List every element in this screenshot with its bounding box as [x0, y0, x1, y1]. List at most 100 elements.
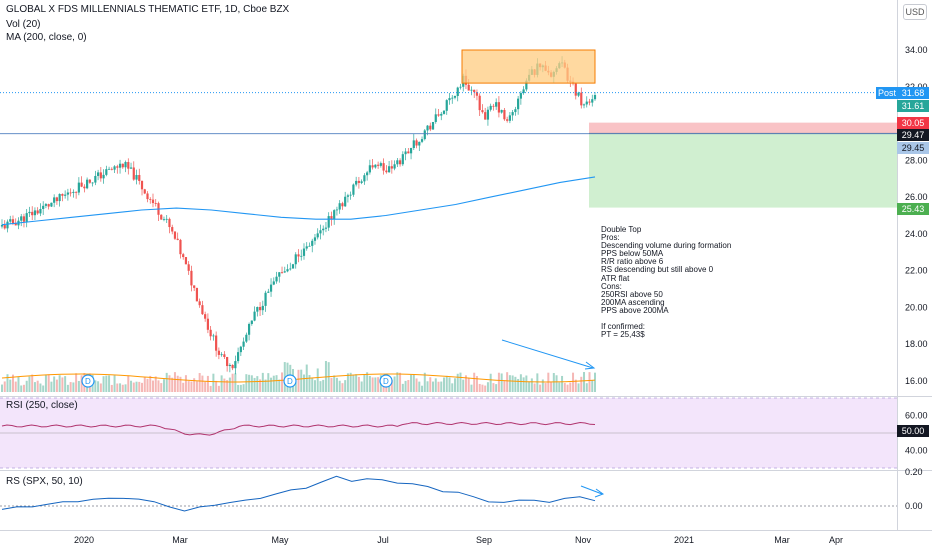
candle-body — [506, 119, 509, 121]
candle-body — [393, 164, 396, 169]
volume-bar — [231, 373, 234, 392]
candle-body — [445, 100, 448, 111]
candle-body — [86, 179, 89, 189]
volume-bar — [470, 384, 473, 392]
volume-bar — [162, 379, 165, 392]
double-top-zone — [461, 49, 596, 84]
volume-bar — [437, 381, 440, 392]
candle-body — [409, 148, 413, 154]
volume-bar — [116, 383, 119, 392]
volume-bar — [432, 381, 435, 392]
price-tick-label: 22.00 — [905, 266, 928, 276]
volume-bar — [242, 384, 245, 392]
candle-body — [283, 271, 286, 273]
volume-bar — [168, 375, 171, 392]
volume-bar — [237, 384, 240, 392]
rsi-panel: 40.00 50.00 60.00 — [0, 397, 928, 469]
candle-body — [429, 125, 432, 130]
volume-bar — [176, 375, 179, 392]
candle-body — [127, 162, 130, 169]
volume-bar — [130, 380, 133, 392]
volume-bar — [217, 385, 220, 392]
volume-bar — [462, 379, 465, 392]
volume-bar — [401, 383, 404, 392]
dividend-marker-label: D — [85, 377, 91, 386]
candle-body — [574, 83, 577, 96]
volume-bar — [475, 376, 478, 392]
candle-body — [346, 195, 350, 197]
candle-body — [497, 102, 501, 113]
post-market-label: Post — [876, 87, 898, 99]
volume-bar — [121, 384, 124, 392]
candle-body — [31, 211, 34, 216]
time-tick-label: Apr — [829, 535, 843, 545]
volume-bar — [503, 380, 506, 392]
target-price-tag: 25.43 — [897, 203, 929, 215]
candle-body — [448, 98, 451, 101]
candle-body — [187, 264, 190, 271]
candle-body — [442, 110, 446, 114]
volume-bar — [278, 379, 281, 392]
volume-bar — [173, 372, 176, 392]
candle-body — [160, 214, 163, 220]
candle-body — [258, 307, 262, 311]
candle-body — [387, 166, 391, 173]
candle-body — [88, 179, 91, 183]
candle-body — [311, 240, 314, 246]
volume-bar — [366, 372, 369, 392]
candle-body — [204, 314, 207, 319]
volume-bar — [253, 377, 256, 392]
candle-body — [132, 167, 135, 180]
volume-bar — [206, 375, 209, 392]
volume-bar — [368, 375, 371, 392]
candle-body — [215, 335, 218, 351]
candle-body — [239, 346, 242, 353]
volume-bar — [264, 379, 267, 392]
candle-body — [357, 180, 360, 183]
volume-bar — [25, 380, 28, 392]
candle-body — [316, 233, 319, 238]
time-axis: 2020 Mar May Jul Sep Nov 2021 Mar Apr — [74, 535, 843, 545]
volume-bar — [536, 373, 539, 392]
candle-body — [322, 228, 325, 231]
volume-bar — [14, 381, 17, 392]
volume-bar — [539, 384, 542, 392]
volume-bar — [453, 378, 456, 392]
volume-bar — [333, 375, 336, 392]
candle-body — [508, 115, 511, 121]
currency-button[interactable]: USD — [903, 4, 927, 20]
candle-body — [398, 160, 402, 165]
volume-indicator-label: Vol (20) — [6, 19, 41, 30]
candle-body — [275, 276, 278, 282]
volume-bar — [198, 373, 201, 392]
candle-body — [517, 98, 520, 110]
candle-body — [289, 268, 292, 270]
volume-bar — [212, 373, 215, 392]
candle-body — [382, 163, 385, 171]
candle-body — [44, 204, 48, 206]
volume-bar — [456, 373, 459, 392]
candle-body — [308, 245, 311, 247]
volume-bar — [404, 380, 407, 392]
candle-body — [135, 175, 138, 180]
candle-body — [154, 203, 157, 204]
candle-body — [250, 320, 253, 324]
volume-bar — [33, 382, 36, 392]
candle-body — [237, 352, 240, 362]
volume-bar — [39, 383, 42, 392]
candle-body — [377, 164, 380, 166]
volume-bar — [17, 376, 20, 392]
volume-bar — [440, 381, 443, 392]
volume-bar — [393, 376, 396, 392]
volume-bar — [349, 372, 352, 392]
volume-bar — [94, 380, 97, 392]
candle-body — [69, 192, 72, 194]
rs-tick-label: 0.00 — [905, 501, 923, 511]
candle-body — [33, 210, 37, 216]
volume-bar — [552, 373, 555, 392]
candle-body — [522, 89, 525, 94]
candle-body — [165, 218, 168, 220]
volume-bar — [319, 381, 322, 392]
rs-tick-label: 0.20 — [905, 467, 923, 477]
